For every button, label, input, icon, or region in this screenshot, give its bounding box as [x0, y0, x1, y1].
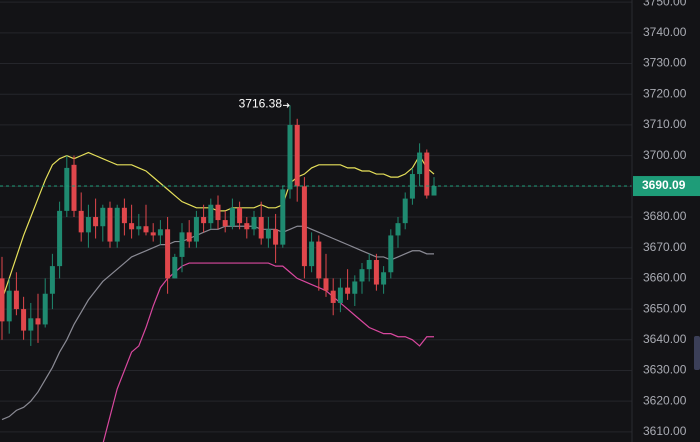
candle-body — [64, 167, 70, 211]
max-arrow — [283, 102, 290, 108]
y-axis: 3610.00 3620.00 3630.00 3640.00 3650.00 3660.… — [633, 0, 700, 438]
y-tick-label: 3670.00 — [643, 240, 687, 254]
candle-body — [201, 217, 207, 224]
candle-body — [280, 189, 286, 245]
candle-body — [136, 226, 142, 230]
candle-body — [366, 259, 372, 270]
candle-body — [186, 232, 192, 242]
last-price-box — [633, 176, 700, 197]
y-tick-label: 3720.00 — [643, 86, 687, 100]
max-label: 3716.38 — [239, 97, 283, 111]
candle-body — [417, 152, 423, 175]
candle-body — [373, 259, 379, 285]
candle-body — [35, 318, 41, 325]
candle-body — [409, 174, 415, 199]
candle-body — [179, 232, 185, 257]
band-line — [1, 225, 434, 421]
candle-body — [157, 229, 163, 236]
candle-body — [352, 281, 358, 294]
y-tick-label: 3650.00 — [643, 301, 687, 315]
y-tick-label: 3680.00 — [643, 209, 687, 223]
candle-body — [107, 207, 113, 242]
candle-body — [244, 223, 250, 230]
candle-body — [71, 164, 77, 211]
candle-body — [114, 207, 120, 242]
candle-body — [21, 309, 27, 331]
grid — [0, 1, 632, 433]
candle-body — [121, 207, 127, 224]
candle-body — [345, 287, 351, 294]
candle-body — [359, 269, 365, 282]
candle-body — [294, 124, 300, 187]
candle-body — [395, 223, 401, 236]
candle-body — [273, 229, 279, 245]
candle-body — [13, 290, 19, 310]
candle-body — [215, 204, 221, 221]
y-tick-label: 3700.00 — [643, 148, 687, 162]
candle-body — [251, 217, 257, 230]
candle-body — [316, 241, 322, 279]
candle-body — [431, 186, 437, 196]
candle-body — [165, 229, 171, 279]
candle-body — [0, 278, 5, 322]
candle-body — [265, 229, 271, 239]
band-line — [102, 262, 434, 442]
side-tab[interactable] — [694, 336, 700, 370]
y-tick-label: 3730.00 — [643, 56, 687, 70]
candle-body — [172, 256, 178, 279]
candle-body — [6, 290, 12, 322]
candle-body — [237, 207, 243, 224]
candle-body — [42, 293, 48, 325]
candle-body — [258, 217, 264, 239]
candle-body — [208, 204, 214, 224]
candle-body — [424, 152, 430, 196]
candle-body — [193, 217, 199, 242]
candle-body — [402, 198, 408, 224]
candle-body — [287, 124, 293, 190]
candle-body — [143, 226, 149, 233]
candle-body — [93, 217, 99, 227]
y-tick-label: 3660.00 — [643, 271, 687, 285]
candle-body — [309, 241, 315, 267]
candle-body — [301, 186, 307, 267]
candle-body — [85, 217, 91, 233]
candle-body — [78, 210, 84, 233]
candle-body — [330, 290, 336, 303]
y-tick-label: 3630.00 — [643, 363, 687, 377]
candle-body — [381, 272, 387, 285]
y-tick-label: 3620.00 — [643, 393, 687, 407]
y-tick-label: 3610.00 — [643, 424, 687, 438]
candle-body — [28, 318, 34, 331]
plot: 3716.38 — [0, 97, 632, 442]
candle-body — [323, 278, 329, 291]
candle-body — [150, 232, 156, 236]
y-tick-label: 3640.00 — [643, 332, 687, 346]
y-tick-label: 3740.00 — [643, 25, 687, 39]
candle-body — [129, 223, 135, 230]
candle-body — [229, 207, 235, 227]
y-tick-label: 3710.00 — [643, 117, 687, 131]
y-tick-label: 3750.00 — [643, 0, 687, 8]
candle-body — [388, 235, 394, 273]
candle-body — [57, 210, 63, 267]
candle-body — [222, 220, 228, 227]
last-price-label: 3690.09 — [642, 178, 686, 192]
candle-body — [100, 207, 106, 227]
candle-body — [49, 266, 55, 294]
candle-body — [337, 287, 343, 303]
